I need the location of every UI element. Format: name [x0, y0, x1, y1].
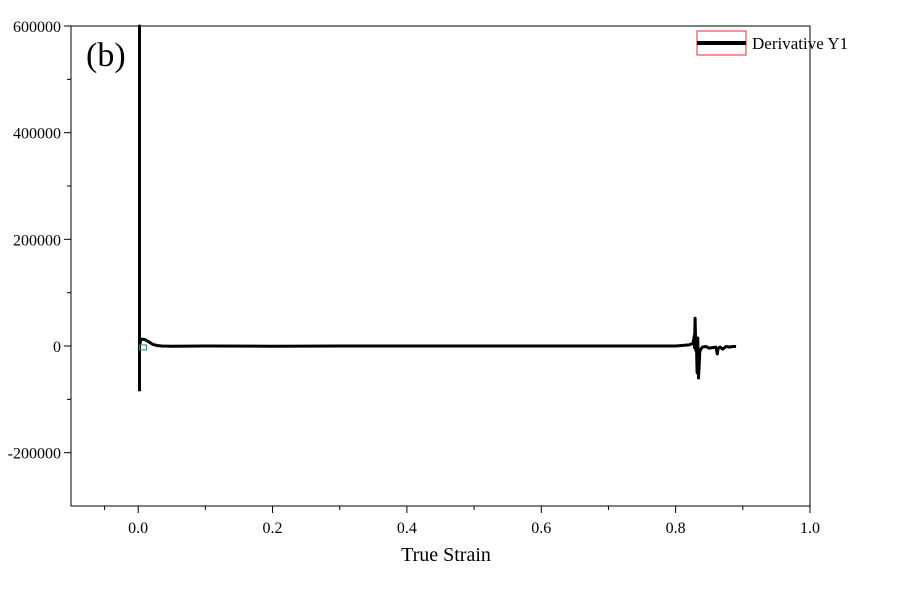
plot-frame — [70, 25, 811, 507]
x-tick-label: 0.2 — [263, 520, 283, 537]
x-tick-label: 0.8 — [666, 520, 686, 537]
y-tick-label: 600000 — [13, 19, 61, 36]
x-tick-label: 0.4 — [397, 520, 417, 537]
x-tick-label: 1.0 — [800, 520, 820, 537]
axes: 0.0 0.2 0.4 0.6 0.8 1.0 -200000 0 200000 400000 60… — [8, 19, 820, 537]
data-marker — [139, 344, 148, 351]
x-axis-title: True Strain — [401, 544, 491, 566]
y-tick-label: -200000 — [8, 446, 61, 463]
y-tick-label: 0 — [53, 339, 61, 356]
legend-entry-derivative-y1: Derivative Y1 — [752, 34, 848, 53]
panel-label: (b) — [86, 37, 126, 74]
series-line-derivative-y1 — [138, 24, 737, 392]
x-tick-label: 0.6 — [531, 520, 551, 537]
y-tick-label: 200000 — [13, 232, 61, 249]
x-tick-label: 0.0 — [128, 520, 148, 537]
plot-area — [138, 24, 737, 392]
y-tick-label: 400000 — [13, 126, 61, 143]
legend: Derivative Y1 — [696, 30, 848, 56]
